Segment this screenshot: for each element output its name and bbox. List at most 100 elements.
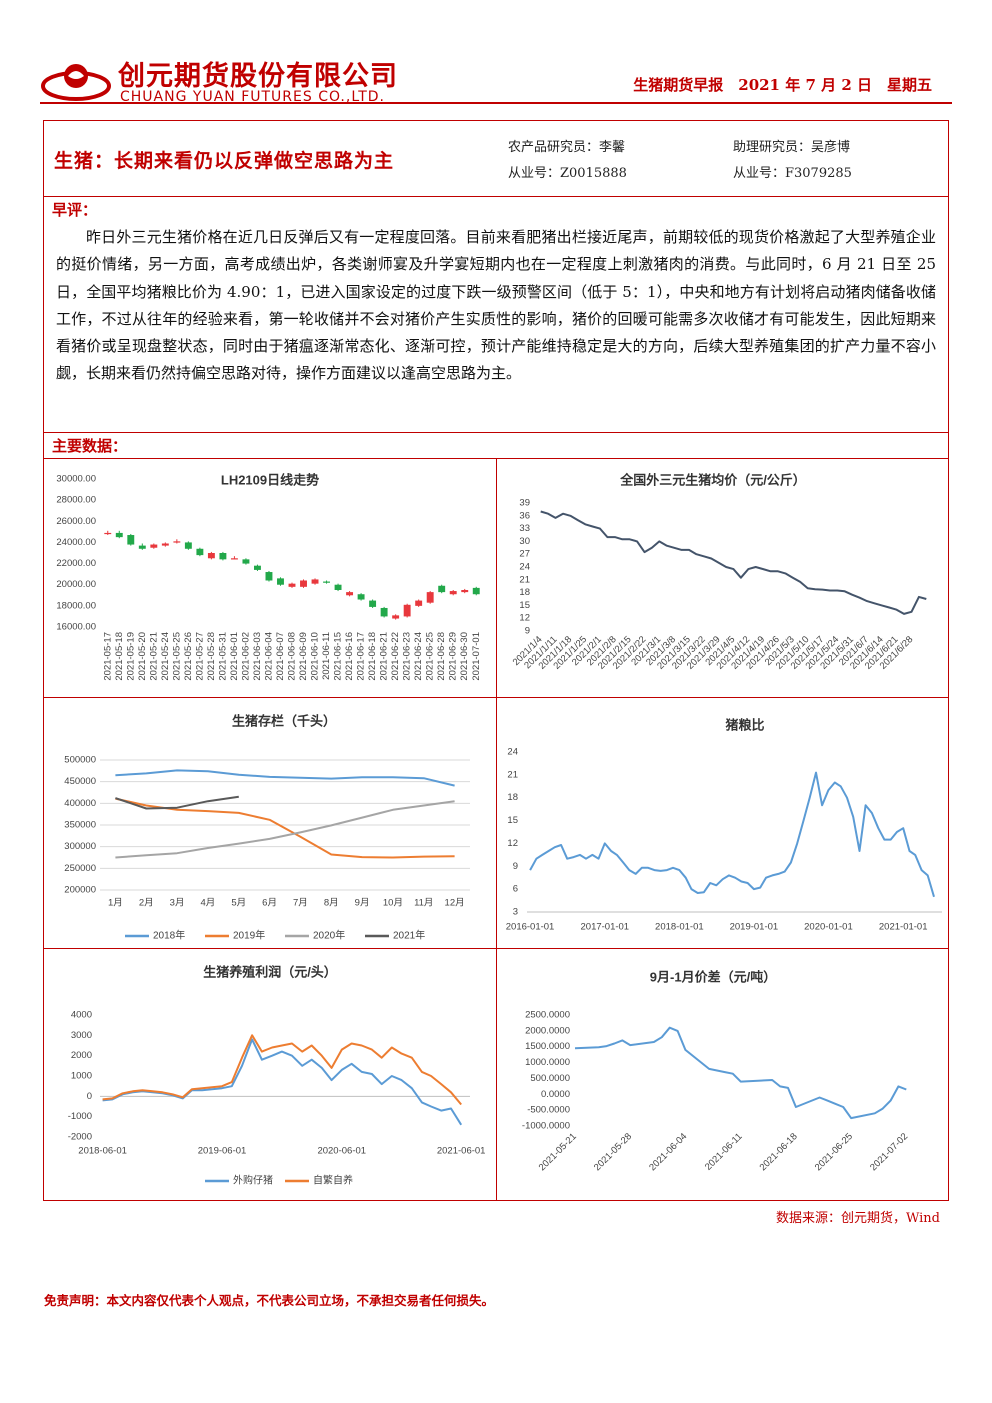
x-tick-label: 2017-01-01 — [581, 922, 630, 933]
frame — [43, 120, 949, 1201]
y-tick-label: 16000.00 — [56, 622, 96, 633]
x-tick-label: 6月 — [262, 898, 277, 909]
x-tick-label: 2021-05-18 — [114, 632, 125, 681]
x-tick-label: 2021-05-19 — [125, 632, 136, 681]
y-tick-label: 26000.00 — [56, 516, 96, 527]
y-tick-label: 30000.00 — [56, 474, 96, 485]
candle-body — [277, 578, 284, 585]
x-tick-label: 2021-06-30 — [459, 632, 470, 681]
x-tick-label: 2021-06-23 — [402, 632, 413, 681]
data-heading: 主要数据： — [52, 437, 128, 455]
chart-title: LH2109日线走势 — [221, 472, 319, 487]
series-line — [529, 771, 935, 898]
candle-body — [150, 544, 158, 548]
y-tick-label: 12 — [507, 838, 518, 849]
y-tick-label: -1000 — [68, 1111, 92, 1122]
license: 从业号：Z0015888 — [508, 166, 627, 181]
candle-body — [403, 604, 411, 617]
candle-body — [115, 532, 123, 538]
x-tick-label: 2021-07-02 — [868, 1131, 910, 1173]
x-tick-label: 2021-06-11 — [703, 1131, 745, 1173]
x-tick-label: 2021-06-07 — [275, 632, 286, 681]
candle-body — [369, 600, 377, 607]
x-tick-label: 11月 — [414, 898, 433, 909]
x-tick-label: 2021-05-31 — [217, 632, 228, 681]
y-tick-label: 200000 — [64, 885, 96, 896]
y-tick-label: 2500.0000 — [525, 1010, 570, 1021]
x-tick-label: 2018-01-01 — [655, 922, 704, 933]
series-line — [115, 800, 455, 859]
x-tick-label: 2021-05-21 — [148, 632, 159, 681]
x-tick-label: 2021-05-28 — [592, 1131, 634, 1173]
x-tick-label: 2018-06-01 — [78, 1146, 127, 1157]
legend-label: 2021年 — [393, 929, 425, 942]
comment-text: 昨日外三元生猪价格在近几日反弹后又有一定程度回落。目前来看肥猪出栏接近尾声，前期… — [56, 228, 936, 383]
source: 数据来源：创元期货，Wind — [776, 1211, 940, 1226]
x-tick-label: 2021-07-01 — [471, 632, 482, 681]
chart-title: 猪粮比 — [724, 717, 764, 732]
x-tick-label: 2020-01-01 — [804, 922, 853, 933]
x-tick-label: 2016-01-01 — [506, 922, 555, 933]
y-tick-label: 21 — [519, 574, 530, 585]
y-tick-label: 39 — [519, 498, 530, 509]
x-tick-label: 2021-06-01 — [437, 1146, 486, 1157]
x-tick-label: 2021-06-24 — [413, 632, 424, 681]
y-tick-label: 22000.00 — [56, 558, 96, 569]
candle-body — [127, 535, 135, 545]
x-tick-label: 2021-06-21 — [379, 632, 390, 681]
series-line — [115, 795, 239, 810]
series-line — [540, 510, 927, 615]
report-info: 生猪期货早报 2021 年 7 月 2 日 星期五 — [633, 76, 932, 94]
candle-body — [254, 565, 261, 570]
legend-label: 外购仔猪 — [233, 1174, 273, 1187]
x-tick-label: 2021-05-27 — [194, 632, 205, 681]
candle-body — [161, 543, 169, 546]
candle-body — [346, 592, 354, 596]
x-tick-label: 2021-06-10 — [310, 632, 321, 681]
y-tick-label: 400000 — [64, 798, 96, 809]
x-tick-label: 7月 — [293, 898, 308, 909]
x-tick-label: 2021-06-03 — [252, 632, 263, 681]
y-tick-label: 300000 — [64, 841, 96, 852]
y-tick-label: 9 — [525, 626, 530, 637]
y-tick-label: 2000 — [71, 1050, 92, 1061]
x-tick-label: 9月 — [355, 898, 370, 909]
series-line — [102, 1038, 463, 1126]
candle-body — [438, 585, 446, 593]
analyst: 助理研究员：吴彦博 — [733, 140, 851, 155]
y-tick-label: -1000.0000 — [522, 1121, 570, 1132]
y-tick-label: 4000 — [71, 1010, 92, 1021]
disclaimer: 免责声明：本文内容仅代表个人观点，不代表公司立场，不承担交易者任何损失。 — [44, 1293, 495, 1308]
candle-body — [357, 594, 365, 600]
candle-body — [230, 558, 238, 560]
candle-body — [265, 572, 273, 581]
y-tick-label: 15 — [507, 815, 518, 826]
x-tick-label: 2021-06-28 — [436, 632, 447, 681]
candle-body — [104, 532, 112, 535]
candle-body — [323, 581, 330, 583]
y-tick-label: 36 — [519, 510, 530, 521]
logo — [41, 64, 111, 101]
candle-body — [300, 580, 307, 587]
x-tick-label: 2021-06-18 — [367, 632, 378, 681]
x-tick-label: 2021-05-24 — [160, 632, 171, 681]
company-cn: 创元期货股份有限公司 — [118, 61, 398, 92]
y-tick-label: 18 — [507, 792, 518, 803]
y-tick-label: 20000.00 — [56, 579, 96, 590]
x-tick-label: 2021-06-02 — [240, 632, 251, 681]
x-tick-label: 8月 — [324, 898, 339, 909]
candle-body — [311, 579, 319, 584]
license: 从业号：F3079285 — [733, 166, 852, 181]
candle-body — [138, 545, 146, 549]
x-tick-label: 2021-06-08 — [287, 632, 298, 681]
x-tick-label: 2019-01-01 — [730, 922, 779, 933]
x-tick-label: 1月 — [108, 898, 123, 909]
y-tick-label: 0 — [87, 1091, 92, 1102]
candle-body — [415, 600, 423, 606]
company-en: CHUANG YUAN FUTURES CO.,LTD. — [120, 89, 385, 105]
candle-body — [392, 615, 400, 619]
candle-body — [461, 590, 469, 593]
y-tick-label: 28000.00 — [56, 495, 96, 506]
